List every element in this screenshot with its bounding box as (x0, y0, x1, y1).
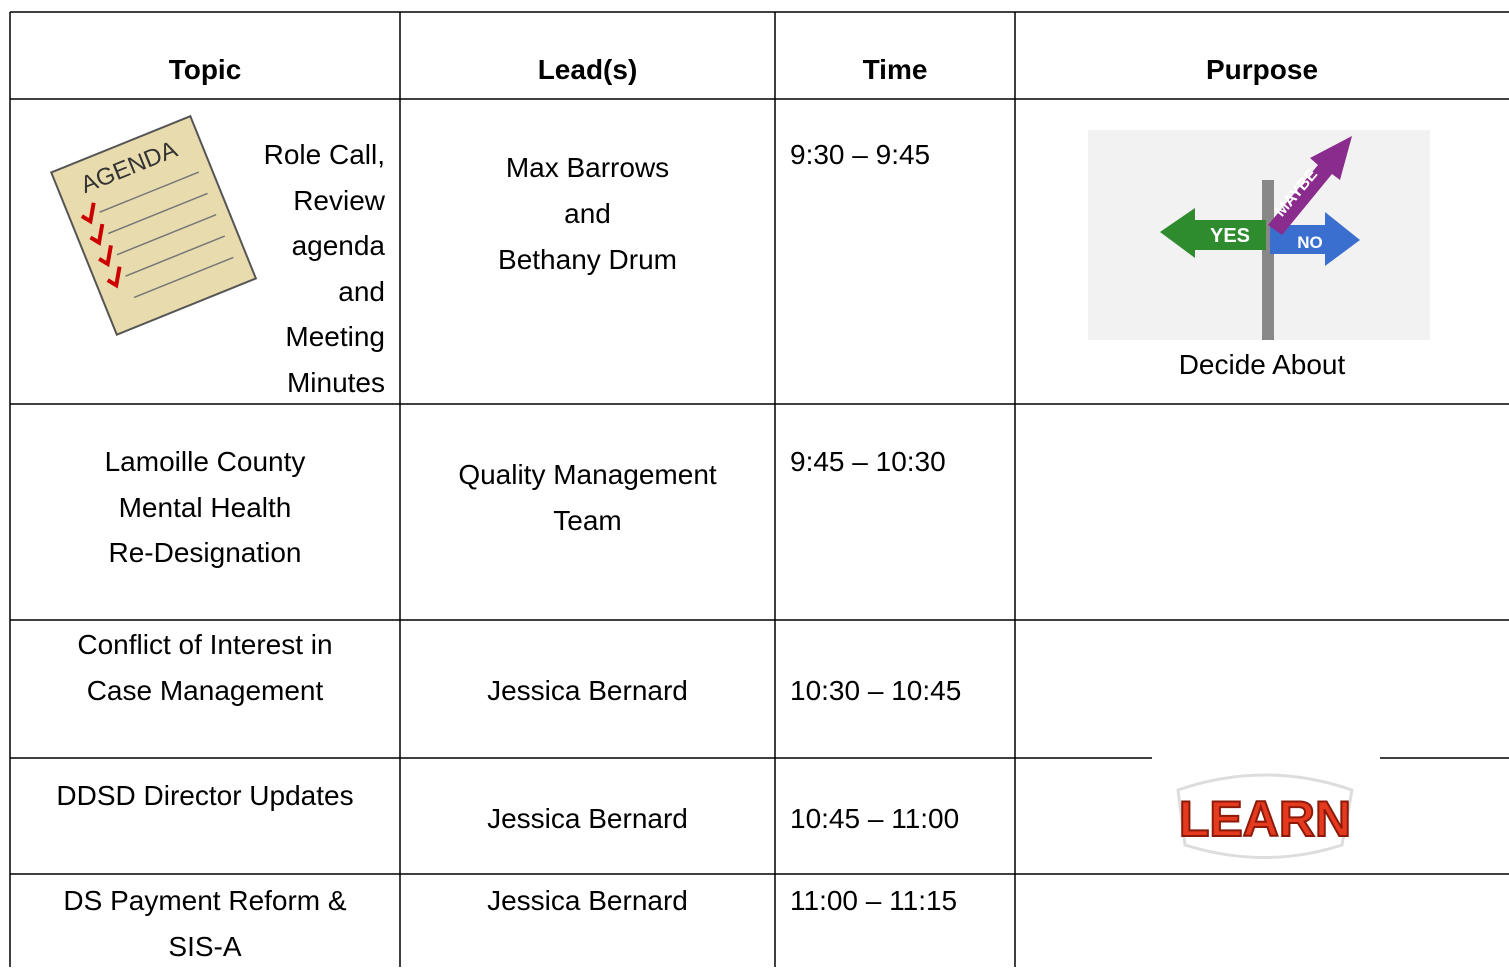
time-text: 10:30 – 10:45 (790, 675, 962, 706)
topic-text: Mental Health (118, 491, 292, 523)
signpost-pole (1262, 180, 1274, 340)
column-header: Topic (168, 54, 242, 85)
signpost-icon: YES MAYBE NO (1088, 130, 1430, 340)
topic-text: Review (293, 184, 385, 216)
column-header: Purpose (1205, 54, 1319, 85)
agenda-icon: AGENDA (49, 114, 258, 336)
column-header: Time (862, 54, 928, 85)
topic-text: DDSD Director Updates (56, 780, 354, 811)
lead-text: Quality Management (458, 459, 717, 490)
topic-text: DS Payment Reform & (63, 885, 347, 916)
learn-icon: LEARN (1176, 773, 1354, 859)
lead-text: Max Barrows (505, 152, 670, 183)
purpose-text: Decide About (1178, 349, 1346, 380)
topic-text: Minutes (286, 366, 385, 398)
lead-text: Jessica Bernard (487, 803, 688, 834)
topic-text: Lamoille County (104, 446, 306, 477)
lead-text: and (564, 198, 611, 229)
topic-text: Conflict of Interest in (77, 629, 333, 660)
signpost-label: NO (1297, 233, 1323, 252)
agenda-checks (80, 202, 122, 289)
topic-text: Re-Designation (108, 537, 302, 568)
time-text: 9:30 – 9:45 (790, 139, 931, 170)
signpost-no (1270, 212, 1360, 266)
lead-text: Team (553, 505, 622, 536)
agenda-paper (49, 114, 258, 336)
topic-text: Meeting (285, 321, 385, 352)
lead-text: Jessica Bernard (487, 675, 688, 706)
time-text: 11:00 – 11:15 (790, 885, 958, 916)
time-text: 10:45 – 11:00 (790, 803, 960, 834)
topic-text: and (338, 275, 385, 307)
signpost-maybe (1268, 136, 1352, 235)
signpost-yes (1160, 208, 1266, 258)
learn-label: LEARN (1179, 791, 1351, 847)
borders (9, 11, 1509, 967)
signpost-label: YES (1210, 225, 1250, 247)
column-header: Lead(s) (537, 54, 638, 85)
agenda-lines (99, 171, 234, 299)
lead-text: Bethany Drum (498, 244, 677, 275)
topic-text: agenda (291, 230, 385, 261)
topic-text: Case Management (86, 674, 324, 706)
time-text: 9:45 – 10:30 (790, 446, 946, 477)
learn-bg (1176, 773, 1354, 859)
lead-text: Jessica Bernard (487, 885, 688, 916)
topic-text: SIS-A (168, 930, 242, 962)
topic-text: Role Call, (263, 139, 385, 170)
